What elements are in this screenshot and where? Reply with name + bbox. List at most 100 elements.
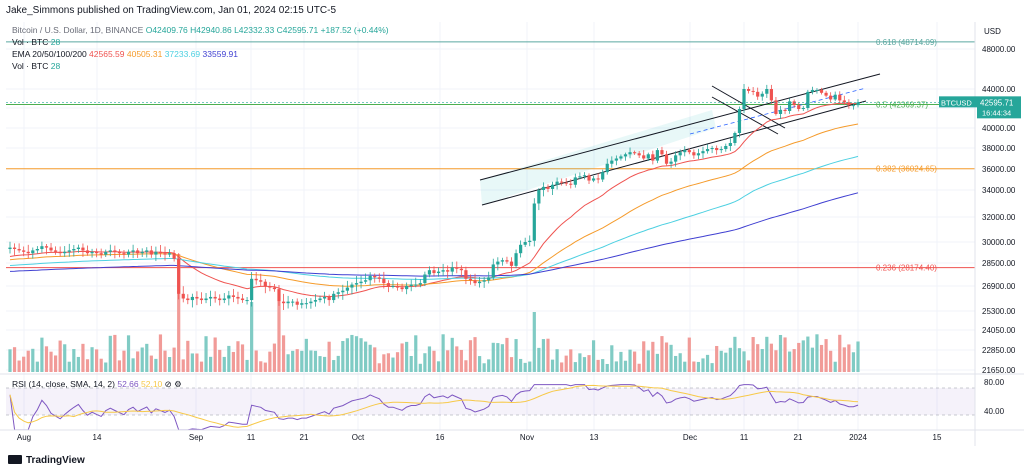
volume-bar: [710, 363, 714, 372]
brand-name: TradingView: [26, 455, 85, 466]
candle-body: [692, 152, 696, 156]
bottom-bar: [0, 446, 1024, 472]
candle-body: [482, 280, 486, 282]
candle-body: [719, 149, 723, 151]
volume-bars: [8, 254, 860, 372]
volume-bar: [104, 362, 108, 372]
candle-body: [587, 175, 591, 181]
candle-body: [564, 182, 568, 184]
candle-body: [131, 250, 135, 252]
volume-bar: [660, 336, 664, 372]
volume-bar: [450, 337, 454, 372]
volume-bar: [395, 352, 400, 372]
volume-bar: [737, 348, 742, 372]
candle-body: [213, 296, 217, 299]
candle-body: [231, 295, 235, 297]
candle-body: [769, 89, 773, 101]
volume-bar: [432, 350, 436, 372]
candle-body: [359, 281, 363, 284]
candle-body: [596, 178, 600, 180]
volume-bar: [190, 353, 194, 372]
volume-bar: [405, 341, 409, 372]
symbol-title: Bitcoin / U.S. Dollar, 1D, BINANCE: [12, 25, 144, 35]
volume-bar: [245, 359, 249, 372]
volume-bar: [459, 349, 463, 372]
candle-body: [395, 286, 400, 288]
candle-body: [829, 95, 833, 100]
volume-bar: [683, 361, 687, 372]
volume-bar: [596, 359, 600, 372]
volume-bar: [610, 345, 614, 372]
candle-body: [851, 105, 856, 107]
volume-bar: [227, 345, 231, 372]
candle-body: [291, 301, 295, 303]
candle-body: [136, 250, 140, 254]
upper-channel-line: [479, 73, 881, 181]
candle-body: [733, 133, 737, 143]
candle-body: [619, 156, 623, 159]
candle-body: [409, 284, 413, 286]
candle-body: [35, 249, 39, 251]
volume-bar: [751, 337, 755, 372]
volume-bar: [838, 334, 842, 372]
settings-icon[interactable]: ⚙: [174, 379, 182, 389]
candle-body: [295, 301, 299, 305]
candle-body: [833, 94, 837, 100]
candle-body: [126, 251, 131, 255]
candle-body: [815, 89, 819, 91]
candle-body: [783, 110, 787, 111]
volume-bar: [17, 360, 21, 372]
ema100-value: 37233.69: [164, 49, 201, 59]
candle-body: [788, 101, 792, 111]
volume-bar: [842, 347, 846, 372]
volume-bar: [58, 340, 62, 372]
x-tick-label: 14: [93, 433, 102, 442]
volume-bar: [76, 356, 80, 372]
ema100-line: [9, 155, 859, 281]
ema-row: EMA 20/50/100/200 42565.59 40505.31 3723…: [12, 48, 389, 60]
volume-bar: [765, 336, 769, 372]
volume-bar: [236, 341, 240, 372]
rsi-sma-value: 52.10: [141, 379, 163, 389]
visibility-icon[interactable]: ⊘: [164, 379, 172, 389]
volume-bar: [63, 344, 67, 372]
volume-bar: [304, 338, 308, 372]
volume-bar: [295, 349, 299, 372]
volume-bar: [359, 338, 363, 372]
rsi-label: RSI (14, close, SMA, 14, 2): [12, 379, 115, 389]
candle-body: [555, 181, 559, 185]
candle-body: [286, 301, 290, 304]
candle-body: [236, 296, 240, 299]
volume-bar: [455, 346, 459, 372]
candle-body: [623, 154, 628, 157]
volume-bar: [391, 357, 395, 372]
candle-body: [386, 283, 391, 286]
volume-bar: [614, 361, 618, 372]
volume-bar: [760, 349, 764, 372]
volume-bar: [532, 312, 536, 372]
volume-bar: [167, 357, 172, 372]
candle-body: [797, 105, 801, 109]
volume-bar: [231, 351, 235, 372]
candle-body: [838, 94, 842, 101]
volume-bar: [222, 356, 226, 372]
candle-body: [122, 253, 126, 255]
volume-bar: [291, 350, 295, 372]
candle-body: [44, 246, 49, 248]
volume-bar: [72, 349, 76, 372]
candle-body: [487, 277, 491, 281]
rsi-value: 52.66: [117, 379, 139, 389]
fib-label-0.236: 0.236 (28174.40): [876, 264, 937, 273]
candle-body: [149, 250, 153, 255]
candle-body: [605, 163, 609, 173]
candle-body: [746, 89, 751, 91]
candle-body: [637, 153, 641, 156]
x-tick-label: 16: [436, 433, 445, 442]
candle-body: [414, 284, 418, 286]
volume-bar: [286, 354, 290, 372]
volume-value-2: 28: [50, 61, 61, 71]
price-tag-value: 42595.71: [980, 98, 1014, 107]
candle-body: [85, 250, 90, 254]
candle-body: [373, 275, 377, 278]
